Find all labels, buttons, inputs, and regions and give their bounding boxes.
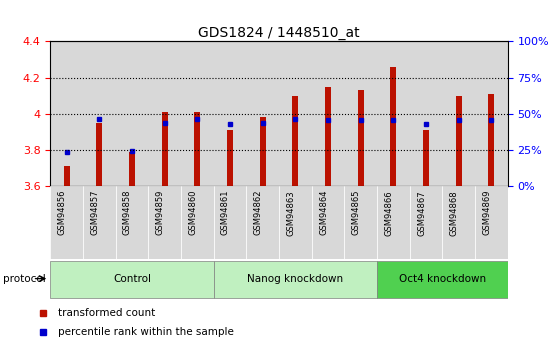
Bar bbox=[83, 41, 116, 186]
Bar bbox=[148, 186, 181, 259]
Bar bbox=[312, 41, 344, 186]
Text: protocol: protocol bbox=[3, 274, 45, 284]
Bar bbox=[279, 186, 312, 259]
Bar bbox=[344, 41, 377, 186]
Bar bbox=[475, 41, 508, 186]
Bar bbox=[50, 41, 83, 186]
Text: GSM94857: GSM94857 bbox=[90, 190, 99, 235]
Text: GSM94861: GSM94861 bbox=[221, 190, 230, 235]
Text: GSM94865: GSM94865 bbox=[352, 190, 360, 235]
Bar bbox=[377, 41, 410, 186]
Bar bbox=[344, 186, 377, 259]
Text: GSM94862: GSM94862 bbox=[254, 190, 263, 235]
Bar bbox=[325, 87, 331, 186]
Text: transformed count: transformed count bbox=[58, 308, 155, 318]
Bar bbox=[181, 186, 214, 259]
Bar bbox=[475, 186, 508, 259]
Bar bbox=[116, 41, 148, 186]
Bar bbox=[246, 186, 279, 259]
Bar bbox=[279, 41, 312, 186]
Title: GDS1824 / 1448510_at: GDS1824 / 1448510_at bbox=[198, 26, 360, 40]
Bar bbox=[83, 186, 116, 259]
Bar bbox=[214, 41, 246, 186]
Text: GSM94859: GSM94859 bbox=[156, 190, 165, 235]
Bar bbox=[377, 186, 410, 259]
Bar bbox=[162, 112, 167, 186]
Text: GSM94860: GSM94860 bbox=[188, 190, 198, 235]
Bar bbox=[246, 41, 279, 186]
Text: GSM94867: GSM94867 bbox=[417, 190, 426, 236]
Bar bbox=[442, 186, 475, 259]
Bar bbox=[259, 117, 266, 186]
Text: Nanog knockdown: Nanog knockdown bbox=[247, 274, 343, 284]
Bar bbox=[488, 94, 494, 186]
Bar bbox=[391, 67, 396, 186]
Bar bbox=[227, 130, 233, 186]
Text: Oct4 knockdown: Oct4 knockdown bbox=[399, 274, 486, 284]
Text: GSM94866: GSM94866 bbox=[384, 190, 393, 236]
Bar bbox=[423, 130, 429, 186]
Bar bbox=[410, 41, 442, 186]
Bar bbox=[358, 90, 364, 186]
Text: percentile rank within the sample: percentile rank within the sample bbox=[58, 327, 234, 337]
Bar bbox=[97, 123, 102, 186]
Bar bbox=[194, 112, 200, 186]
Bar bbox=[377, 261, 508, 298]
Bar bbox=[50, 261, 214, 298]
Text: GSM94868: GSM94868 bbox=[450, 190, 459, 236]
Text: GSM94864: GSM94864 bbox=[319, 190, 328, 235]
Bar bbox=[116, 186, 148, 259]
Bar bbox=[312, 186, 344, 259]
Bar bbox=[129, 152, 135, 186]
Bar bbox=[410, 186, 442, 259]
Text: GSM94856: GSM94856 bbox=[57, 190, 66, 235]
Bar bbox=[64, 166, 70, 186]
Text: Control: Control bbox=[113, 274, 151, 284]
Bar bbox=[456, 96, 461, 186]
Bar bbox=[442, 41, 475, 186]
Bar bbox=[214, 261, 377, 298]
Text: GSM94863: GSM94863 bbox=[286, 190, 295, 236]
Bar bbox=[181, 41, 214, 186]
Text: GSM94858: GSM94858 bbox=[123, 190, 132, 235]
Bar bbox=[148, 41, 181, 186]
Text: GSM94869: GSM94869 bbox=[483, 190, 492, 235]
Bar bbox=[214, 186, 246, 259]
Bar bbox=[292, 96, 299, 186]
Bar bbox=[50, 186, 83, 259]
